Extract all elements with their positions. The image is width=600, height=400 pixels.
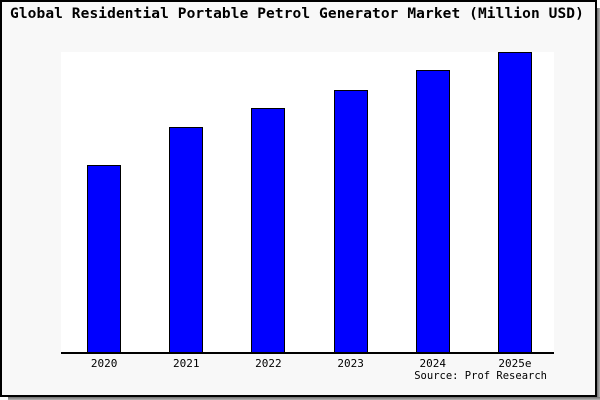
- x-tick-2024: 2024: [419, 357, 447, 370]
- x-tick-2020: 2020: [90, 357, 118, 370]
- frame-shadow-right: [597, 8, 600, 400]
- x-tick-2023: 2023: [337, 357, 364, 370]
- source-note: Source: Prof Research: [414, 370, 547, 382]
- bar-2022: [251, 107, 286, 352]
- x-tick-2022: 2022: [255, 357, 282, 370]
- chart-title: Global Residential Portable Petrol Gener…: [10, 6, 584, 22]
- bar-2023: [333, 89, 368, 352]
- x-tick-2021: 2021: [173, 357, 200, 370]
- bar-2020: [87, 164, 122, 352]
- frame-shadow-bottom: [8, 397, 600, 400]
- plot-area: [61, 52, 554, 352]
- bar-2025e: [497, 52, 532, 352]
- bar-2021: [169, 127, 204, 352]
- bar-2024: [415, 70, 450, 352]
- x-axis-line: [61, 352, 554, 354]
- x-tick-2025e: 2025e: [498, 357, 532, 370]
